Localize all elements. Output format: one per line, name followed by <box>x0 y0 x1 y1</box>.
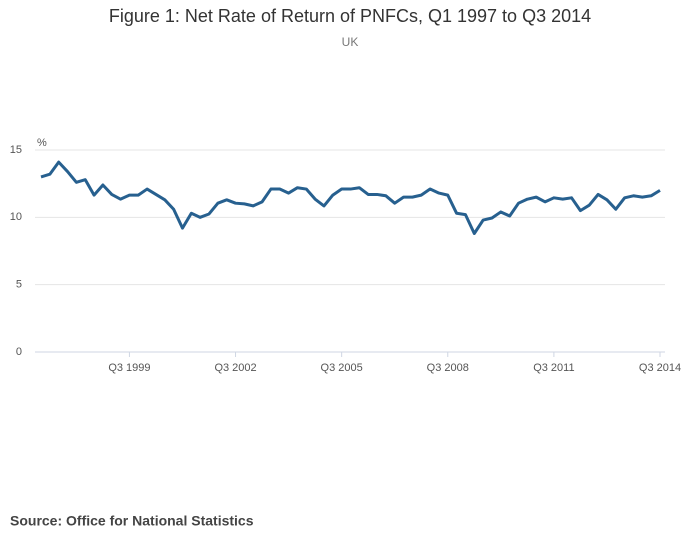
x-tick-label: Q3 2002 <box>214 362 256 374</box>
y-tick-label: 15 <box>10 144 22 156</box>
x-tick-label: Q3 2005 <box>321 362 363 374</box>
data-line <box>40 160 661 235</box>
chart-subtitle: UK <box>342 35 359 49</box>
y-axis-label: % <box>37 137 47 149</box>
x-tick-label: Q3 2014 <box>639 362 681 374</box>
x-tick-label: Q3 2011 <box>533 362 574 374</box>
x-tick-label: Q3 1999 <box>108 362 150 374</box>
x-tick-label: Q3 2008 <box>427 362 469 374</box>
y-tick-label: 0 <box>16 346 22 358</box>
chart-title: Figure 1: Net Rate of Return of PNFCs, Q… <box>109 6 591 26</box>
y-tick-label: 5 <box>16 279 22 291</box>
source: Source: Office for National Statistics <box>10 513 254 529</box>
y-tick-label: 10 <box>10 211 22 223</box>
